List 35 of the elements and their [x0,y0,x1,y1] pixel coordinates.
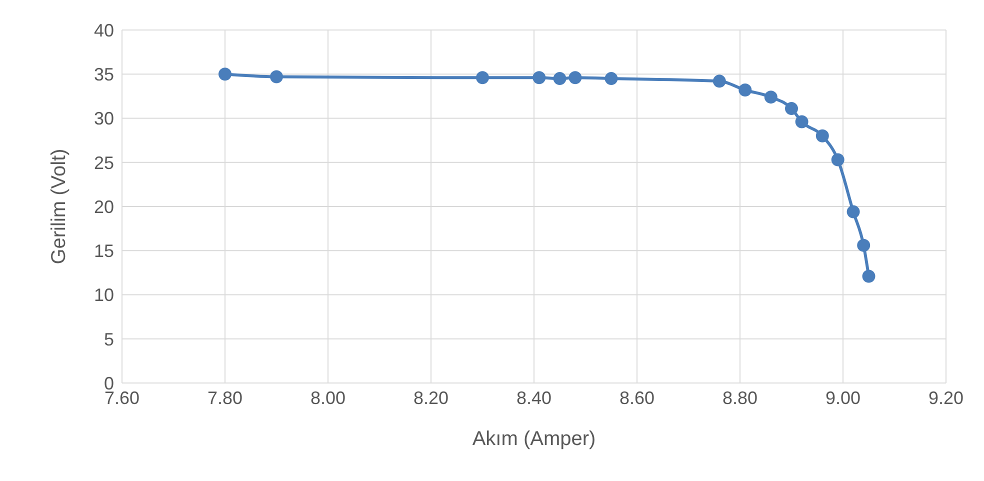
y-tick-label: 30 [94,108,114,129]
point [846,205,860,218]
x-axis-title: Akım (Amper) [472,428,596,450]
x-tick-label: 8.60 [619,388,655,408]
point [795,115,808,128]
point [270,70,283,84]
point [604,72,618,86]
point [568,71,582,84]
point [816,129,829,142]
y-axis-title: Gerilim (Volt) [48,148,70,264]
point [476,71,489,84]
y-tick-label: 10 [94,285,114,306]
point [712,74,726,88]
point [785,102,798,116]
point [831,153,844,166]
y-tick-label: 35 [94,64,114,85]
x-tick-label: 8.20 [413,388,449,408]
point [764,90,778,104]
point [857,238,870,252]
x-tick-label: 8.00 [310,388,346,408]
x-tick-label: 8.80 [722,388,758,408]
point [218,68,232,81]
y-tick-label: 20 [94,196,114,217]
x-tick-label: 7.80 [207,388,243,408]
point [862,270,876,283]
x-tick-label: 8.40 [516,388,552,408]
x-tick-label: 9.00 [825,388,861,408]
point [532,71,546,84]
point [553,72,566,86]
x-tick-label: 9.20 [928,388,964,408]
y-tick-label: 5 [104,329,114,350]
point [738,84,752,97]
y-tick-label: 40 [94,20,114,40]
y-tick-label: 15 [94,241,114,262]
y-tick-label: 25 [94,152,114,173]
